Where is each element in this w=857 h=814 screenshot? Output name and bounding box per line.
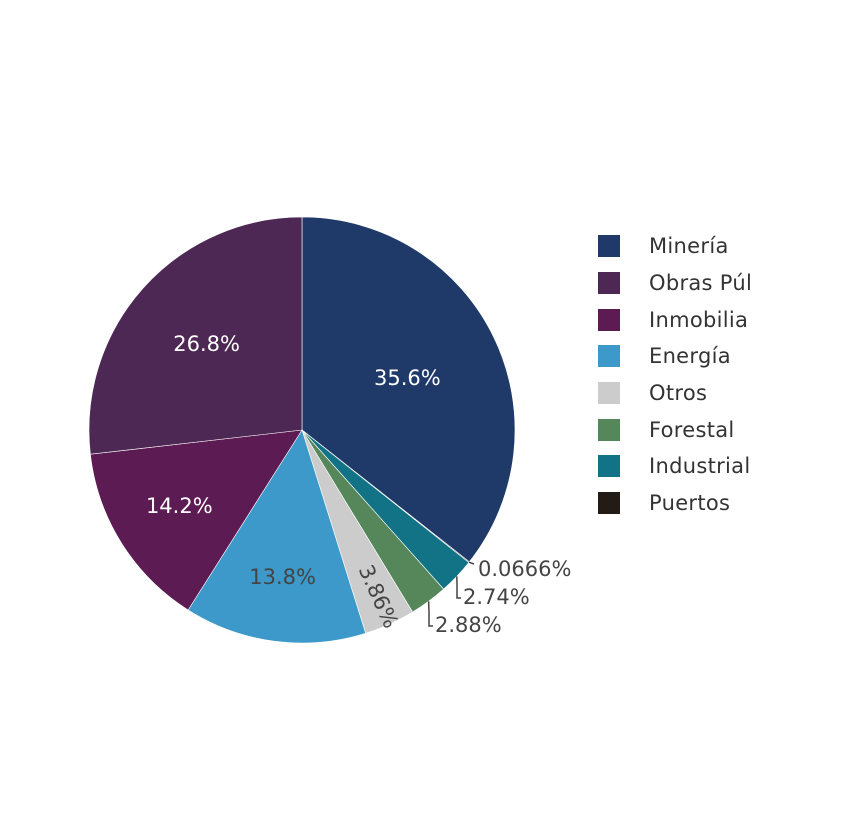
legend-item-puertos[interactable]: Puertos	[598, 485, 758, 522]
legend-label: Inmobilia	[649, 307, 749, 332]
legend-item-inmobiliario[interactable]: Inmobilia	[598, 301, 758, 338]
leader-lines	[427, 561, 475, 627]
legend-item-obras-publicas[interactable]: Obras Púl	[598, 265, 758, 302]
slice-label-forestal: 2.88%	[435, 613, 502, 637]
leader-line-industrial	[456, 576, 461, 599]
legend-label: Industrial	[649, 454, 751, 479]
slice-label-puertos: 0.0666%	[478, 557, 571, 581]
legend-label: Minería	[649, 234, 729, 259]
legend-swatch	[598, 308, 620, 331]
legend-item-industrial[interactable]: Industrial	[598, 448, 758, 485]
legend-label: Otros	[649, 381, 708, 406]
legend-label: Energía	[649, 344, 731, 369]
pie-slice-mineria[interactable]	[301, 216, 516, 563]
slice-label-inmobilia: 14.2%	[146, 494, 213, 518]
pie-slice-inmobilia[interactable]	[90, 429, 303, 611]
pie-slice-obras-pul[interactable]	[88, 216, 303, 455]
legend-item-energia[interactable]: Energía	[598, 338, 758, 375]
legend-swatch	[598, 455, 620, 478]
slice-labels: 35.6%0.0666%2.74%2.88%3.86%13.8%14.2%26.…	[146, 332, 571, 637]
pie-slice-energia[interactable]	[187, 429, 367, 644]
slice-label-obras-pul: 26.8%	[173, 332, 240, 356]
legend-swatch	[598, 272, 620, 295]
legend-swatch	[598, 345, 620, 368]
legend-item-mineria[interactable]: Minería	[598, 228, 758, 265]
leader-line-forestal	[427, 601, 433, 627]
legend-swatch	[598, 235, 620, 258]
legend-swatch	[598, 492, 620, 515]
legend-swatch	[598, 382, 620, 405]
legend-label: Puertos	[649, 491, 731, 516]
leader-line-puertos	[468, 561, 475, 565]
legend-item-forestal[interactable]: Forestal	[598, 411, 758, 448]
pie-slices	[88, 216, 516, 644]
legend-label: Obras Púl	[649, 271, 753, 296]
slice-label-energia: 13.8%	[249, 565, 316, 589]
slice-label-mineria: 35.6%	[374, 366, 441, 390]
legend: Minería Obras Púl Inmobilia Energía Otro…	[598, 228, 758, 522]
slice-label-industrial: 2.74%	[463, 585, 530, 609]
legend-label: Forestal	[649, 417, 735, 442]
legend-item-otros[interactable]: Otros	[598, 375, 758, 412]
legend-swatch	[598, 418, 620, 441]
